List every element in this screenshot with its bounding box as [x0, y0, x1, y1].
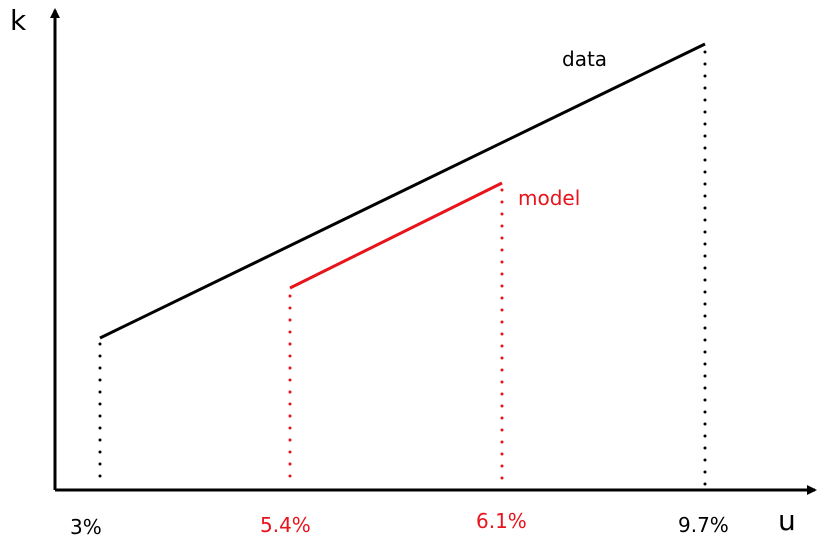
- x-tick-label: 5.4%: [260, 513, 311, 537]
- model-line-group: model 5.4% 6.1%: [260, 181, 580, 537]
- line-label: model: [518, 186, 580, 210]
- x-tick-label: 3%: [70, 515, 102, 539]
- model-line: [289, 181, 503, 290]
- data-line: [99, 42, 706, 340]
- data-line-group: data 3% 9.7%: [70, 42, 729, 539]
- line-label: data: [562, 47, 607, 71]
- x-axis-title: u: [778, 504, 796, 537]
- y-axis-title: k: [10, 4, 27, 37]
- x-tick-label: 6.1%: [476, 509, 527, 533]
- x-tick-label: 9.7%: [678, 513, 729, 537]
